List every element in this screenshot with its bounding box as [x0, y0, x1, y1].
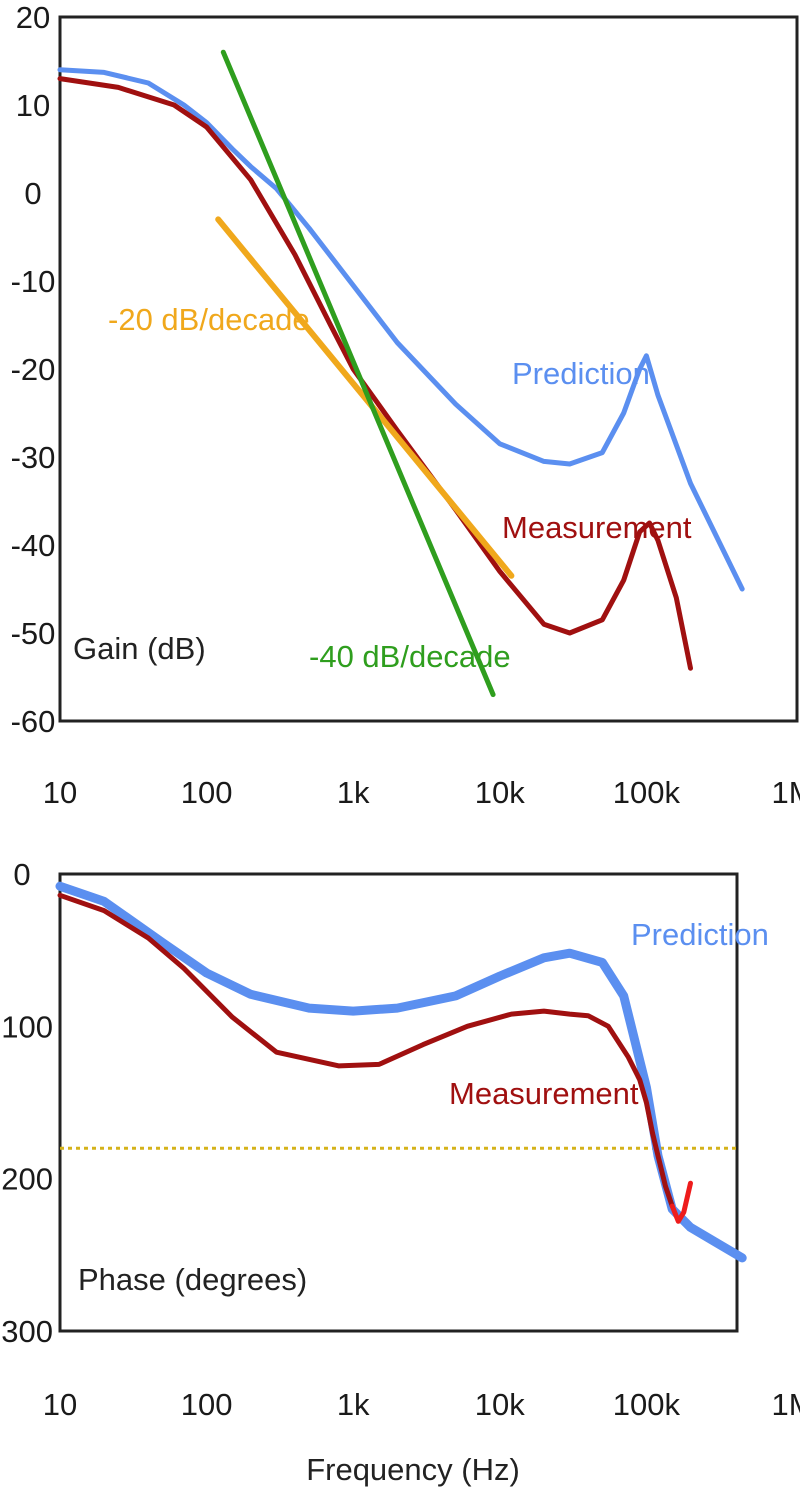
gain-series-20-db-decade-line — [215, 216, 515, 579]
gain-series-measurement-line — [57, 76, 693, 671]
gain-y-tick-40: -40 — [11, 528, 56, 563]
gain-x-tick-1m: 1M — [771, 775, 800, 810]
phase-measurement-label: Measurement — [449, 1076, 639, 1111]
gain-y-tick-10: -10 — [11, 264, 56, 299]
gain-x-tick-10k: 10k — [475, 775, 525, 810]
phase-y-tick-100: -100 — [0, 1009, 53, 1044]
gain-y-tick-60: -60 — [11, 704, 56, 739]
gain-prediction-label: Prediction — [512, 356, 650, 391]
phase-x-tick-labels: 10 100 1k 10k 100k 1M — [43, 1387, 800, 1422]
phase-x-tick-100k: 100k — [613, 1387, 681, 1422]
minus-40-db-decade-label: -40 dB/decade — [309, 639, 511, 674]
phase-x-tick-10k: 10k — [475, 1387, 525, 1422]
phase-y-tick-labels: 0 -100 -200 -300 — [0, 857, 53, 1349]
phase-series-segment-2-line — [669, 1180, 693, 1224]
gain-y-tick-10: 10 — [16, 88, 50, 123]
gain-y-tick-30: -30 — [11, 440, 56, 475]
gain-y-tick-labels: 20 10 0 -10 -20 -30 -40 -50 -60 — [11, 0, 56, 739]
phase-chart: 0 -100 -200 -300 10 100 1k 10k 100k 1M Predictio… — [0, 857, 800, 1487]
phase-x-tick-1m: 1M — [771, 1387, 800, 1422]
phase-plot-frame — [58, 872, 739, 1333]
gain-x-tick-100: 100 — [181, 775, 233, 810]
gain-x-tick-labels: 10 100 1k 10k 100k 1M — [43, 775, 800, 810]
phase-series — [55, 881, 747, 1263]
phase-axis-label: Phase (degrees) — [78, 1262, 307, 1297]
gain-series-prediction-line — [57, 67, 745, 592]
gain-x-tick-1k: 1k — [337, 775, 370, 810]
gain-plot-frame — [58, 15, 799, 723]
frequency-axis-label: Frequency (Hz) — [306, 1452, 520, 1487]
gain-y-tick-0: 0 — [24, 176, 41, 211]
phase-y-tick-200: -200 — [0, 1162, 53, 1197]
gain-y-tick-50: -50 — [11, 616, 56, 651]
gain-series-40-db-decade-line — [220, 49, 496, 698]
phase-series-measurement-line — [57, 892, 675, 1209]
phase-y-tick-0: 0 — [13, 857, 30, 892]
gain-axis-label: Gain (dB) — [73, 631, 206, 666]
phase-x-tick-100: 100 — [181, 1387, 233, 1422]
gain-x-tick-10: 10 — [43, 775, 77, 810]
phase-y-tick-300: -300 — [0, 1314, 53, 1349]
phase-x-tick-1k: 1k — [337, 1387, 370, 1422]
gain-x-tick-100k: 100k — [613, 775, 681, 810]
gain-measurement-label: Measurement — [502, 510, 692, 545]
phase-x-tick-10: 10 — [43, 1387, 77, 1422]
gain-series — [57, 49, 745, 698]
gain-y-tick-20: -20 — [11, 352, 56, 387]
phase-prediction-label: Prediction — [631, 917, 769, 952]
gain-y-tick-20: 20 — [16, 0, 50, 35]
minus-20-db-decade-label: -20 dB/decade — [108, 302, 310, 337]
